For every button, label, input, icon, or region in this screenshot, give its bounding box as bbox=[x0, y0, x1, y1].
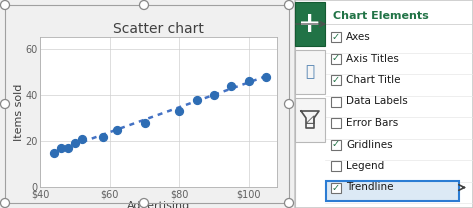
FancyBboxPatch shape bbox=[331, 118, 341, 128]
Point bbox=[71, 142, 79, 145]
FancyBboxPatch shape bbox=[295, 0, 473, 208]
Text: ✓: ✓ bbox=[332, 53, 340, 63]
Point bbox=[50, 151, 58, 154]
X-axis label: Advertising: Advertising bbox=[127, 201, 190, 208]
Text: ✓: ✓ bbox=[332, 32, 340, 42]
Text: +: + bbox=[298, 10, 322, 38]
Text: ✓: ✓ bbox=[332, 140, 340, 150]
Text: Chart Elements: Chart Elements bbox=[333, 11, 429, 21]
Text: Data Labels: Data Labels bbox=[346, 97, 408, 106]
FancyBboxPatch shape bbox=[295, 98, 325, 142]
FancyBboxPatch shape bbox=[331, 161, 341, 171]
Point bbox=[78, 137, 86, 140]
Point bbox=[141, 121, 149, 124]
Point bbox=[64, 146, 72, 150]
Point bbox=[245, 79, 253, 83]
Text: ⊿: ⊿ bbox=[304, 113, 316, 128]
Title: Scatter chart: Scatter chart bbox=[113, 22, 204, 36]
Point bbox=[175, 109, 183, 113]
FancyBboxPatch shape bbox=[331, 140, 341, 150]
Text: Trendline: Trendline bbox=[346, 182, 394, 192]
FancyBboxPatch shape bbox=[326, 181, 459, 201]
Circle shape bbox=[284, 198, 294, 208]
FancyBboxPatch shape bbox=[331, 32, 341, 42]
Point bbox=[57, 146, 65, 150]
Point bbox=[263, 75, 270, 78]
Text: Chart Title: Chart Title bbox=[346, 75, 401, 85]
FancyBboxPatch shape bbox=[295, 2, 325, 46]
Text: Axis Titles: Axis Titles bbox=[346, 53, 399, 63]
Text: Error Bars: Error Bars bbox=[346, 118, 398, 128]
Text: Gridlines: Gridlines bbox=[346, 140, 393, 150]
FancyBboxPatch shape bbox=[295, 50, 325, 94]
Text: 🖌: 🖌 bbox=[306, 64, 315, 79]
Point bbox=[193, 98, 201, 101]
Circle shape bbox=[284, 99, 294, 109]
Text: Axes: Axes bbox=[346, 32, 371, 42]
Y-axis label: Items sold: Items sold bbox=[14, 84, 24, 141]
Text: Legend: Legend bbox=[346, 161, 384, 171]
Point bbox=[99, 135, 106, 138]
Point bbox=[113, 128, 121, 131]
Circle shape bbox=[0, 198, 9, 208]
FancyBboxPatch shape bbox=[331, 53, 341, 63]
Circle shape bbox=[140, 198, 149, 208]
Circle shape bbox=[0, 99, 9, 109]
Point bbox=[228, 84, 235, 88]
Text: ✓: ✓ bbox=[332, 75, 340, 85]
Point bbox=[210, 93, 218, 97]
Circle shape bbox=[284, 0, 294, 10]
FancyBboxPatch shape bbox=[331, 182, 341, 192]
FancyBboxPatch shape bbox=[331, 97, 341, 106]
Circle shape bbox=[140, 0, 149, 10]
FancyBboxPatch shape bbox=[331, 75, 341, 85]
Text: ✓: ✓ bbox=[332, 182, 340, 192]
Circle shape bbox=[0, 0, 9, 10]
